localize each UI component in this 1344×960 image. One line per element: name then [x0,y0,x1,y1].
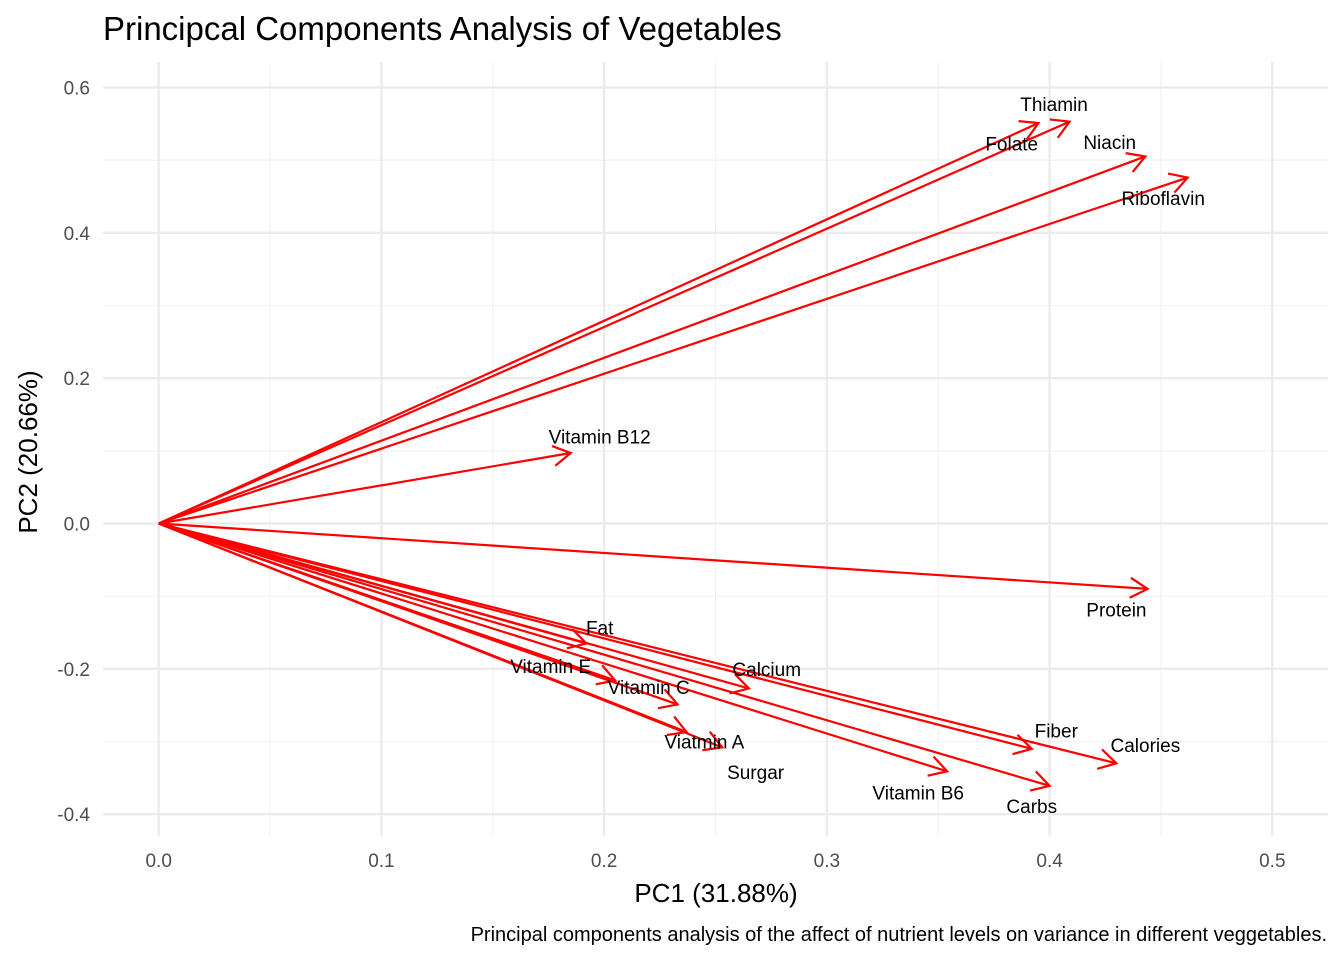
grid [103,62,1328,836]
arrowhead-niacin [1125,152,1148,173]
x-tick-label: 0.0 [145,851,171,872]
arrow-carbs [158,522,1050,787]
y-tick-label: 0.2 [64,369,90,390]
arrowhead-surgar [702,730,725,752]
arrow-folate [158,122,1039,525]
label-niacin: Niacin [1083,133,1136,154]
arrow-calories [158,522,1117,765]
arrow-vitamin-c [158,522,678,706]
chart-title: Principcal Components Analysis of Vegeta… [103,10,782,47]
label-vitamin-b6: Vitamin B6 [872,783,964,804]
arrowhead-riboflavin [1167,172,1190,194]
x-tick-label: 0.5 [1259,851,1285,872]
arrow-riboflavin [158,176,1189,525]
label-fiber: Fiber [1035,722,1079,743]
label-surgar: Surgar [727,763,785,784]
loading-labels: Thiamin Folate Niacin Riboflavin Vitamin B12… [510,95,1205,818]
arrowhead-vitamin-e [595,664,618,686]
x-tick-label: 0.1 [368,851,394,872]
label-folate: Folate [985,134,1038,155]
arrowhead-carbs [1029,770,1052,792]
arrow-protein [158,522,1148,590]
arrow-vitamin-b12 [158,451,571,525]
arrow-niacin [158,155,1146,525]
x-tick-label: 0.3 [814,851,840,872]
label-vitamin-b12: Vitamin B12 [549,427,651,448]
label-vitamin-e: Vitamin E [510,657,591,678]
arrowhead-folate [1018,120,1041,140]
x-axis-title: PC1 (31.88%) [634,878,797,908]
label-vitamin-c: Vitamin C [608,678,690,699]
label-calcium: Calcium [732,660,801,681]
arrow-thiamin [158,120,1071,525]
arrowhead-protein [1129,576,1150,599]
arrowhead-calories [1096,748,1119,770]
y-tick-label: 0.6 [64,78,90,99]
y-axis-title: PC2 (20.66%) [13,370,43,533]
label-calories: Calories [1111,736,1181,757]
y-tick-label: 0.0 [64,514,90,535]
arrowhead-vitamin-c [657,688,680,710]
arrowhead-vitamin-b6 [927,755,950,777]
arrowhead-thiamin [1049,118,1072,139]
arrowhead-vitamin-b12 [551,445,573,467]
y-axis-ticks: -0.4 -0.2 0.0 0.2 0.4 0.6 [57,78,90,826]
arrow-vitamin-b6 [158,522,948,773]
chart-caption: Principal components analysis of the aff… [471,924,1327,946]
loading-arrows [158,118,1190,792]
label-carbs: Carbs [1006,797,1057,818]
arrow-surgar [158,522,723,749]
x-tick-label: 0.4 [1036,851,1063,872]
label-riboflavin: Riboflavin [1121,189,1204,210]
arrowhead-calcium [729,673,752,695]
x-tick-label: 0.2 [591,851,617,872]
x-axis-ticks: 0.0 0.1 0.2 0.3 0.4 0.5 [145,851,1285,872]
label-protein: Protein [1086,600,1146,621]
y-tick-label: -0.2 [57,660,90,681]
arrow-calcium [158,522,750,690]
label-fat: Fat [586,618,614,639]
label-thiamin: Thiamin [1020,95,1088,116]
y-tick-label: 0.4 [64,224,91,245]
label-viatmin-a: Viatmin A [664,733,744,754]
y-tick-label: -0.4 [57,805,90,826]
